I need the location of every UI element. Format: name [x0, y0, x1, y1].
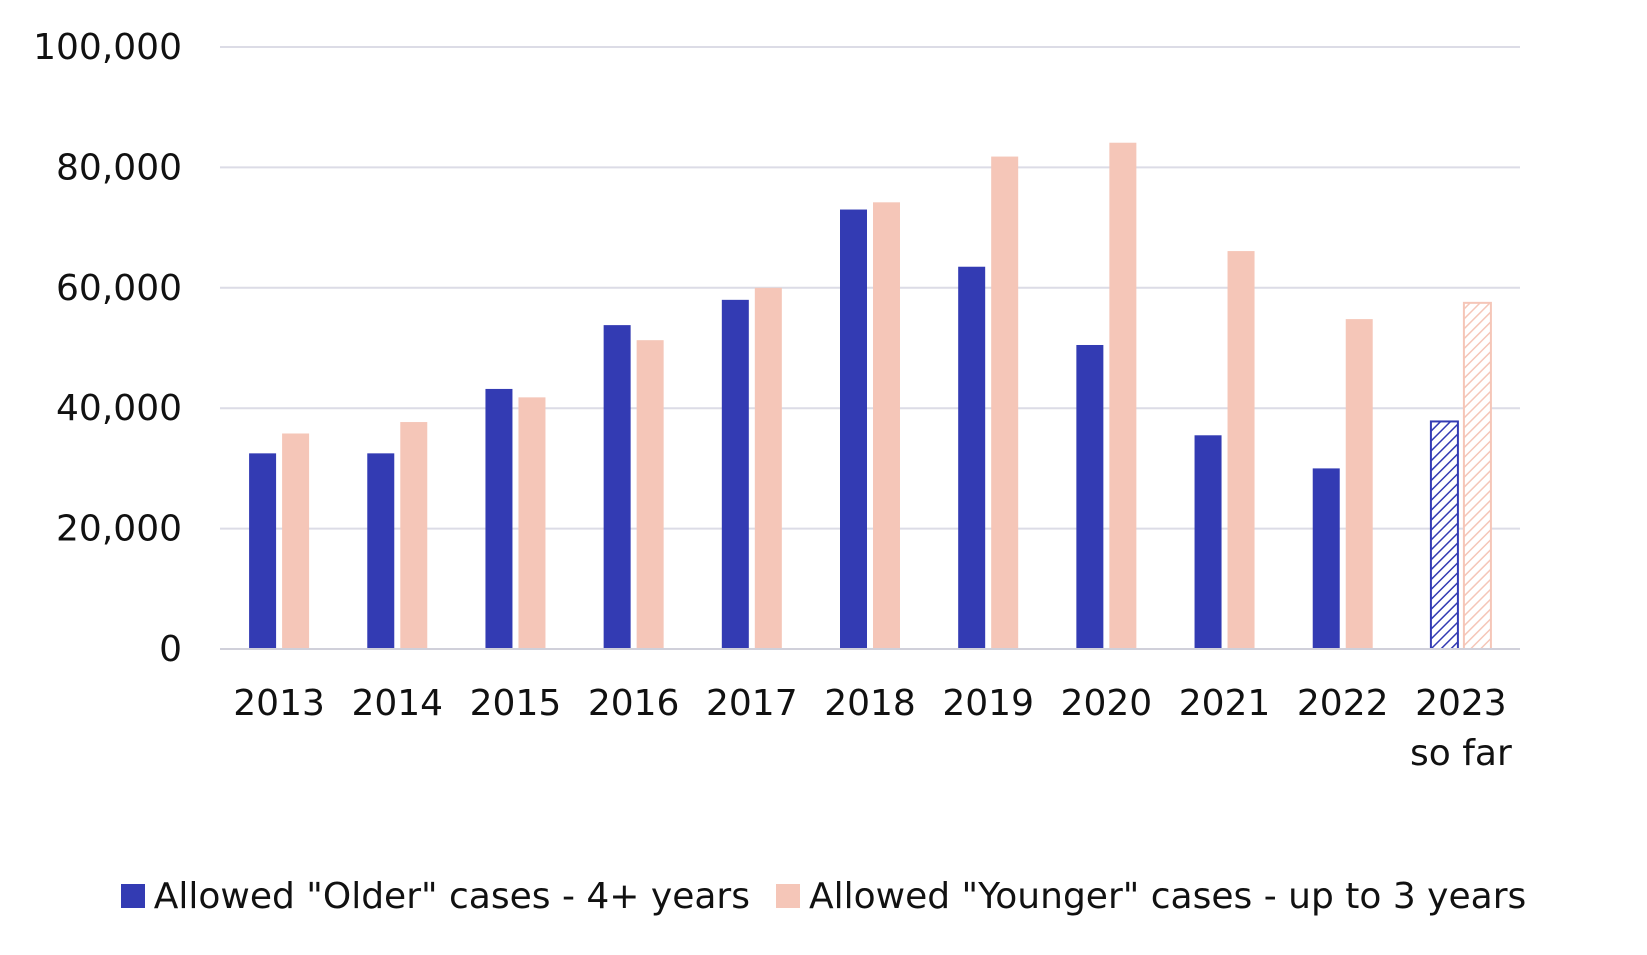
- legend-swatch-older: [120, 884, 145, 908]
- bar-younger-2013: [282, 433, 310, 649]
- x-axis-ticks: 2013 2014 2015 2016 2017 2018 2019 2020 2021 2022…: [233, 683, 1512, 774]
- x-tick-label: 2020: [1061, 683, 1153, 724]
- x-tick-label: 2022: [1297, 683, 1389, 724]
- bar-older-2017: [721, 299, 749, 649]
- bar-older-2023: [1429, 420, 1459, 650]
- bar-younger-2017: [754, 287, 782, 649]
- y-tick-label: 80,000: [56, 147, 182, 188]
- y-tick-label: 40,000: [56, 388, 182, 429]
- bar-younger-2016: [636, 340, 664, 649]
- y-axis-ticks: 0 20,000 40,000 60,000 80,000 100,000: [33, 27, 182, 670]
- bar-older-2020: [1076, 344, 1104, 649]
- gridlines: [220, 46, 1520, 530]
- legend-swatch-younger: [775, 884, 800, 908]
- x-tick-label: 2015: [470, 683, 562, 724]
- bar-older-2018: [840, 209, 867, 650]
- bar-younger-2018: [873, 202, 900, 650]
- bar-older-2022: [1312, 468, 1340, 649]
- bar-younger-2015: [518, 397, 546, 649]
- x-tick-label: 2021: [1179, 683, 1271, 724]
- bar-younger-2020: [1109, 142, 1137, 649]
- x-tick-label: 2019: [942, 683, 1034, 724]
- x-tick-label: 2013: [233, 683, 325, 724]
- x-tick-label: 2014: [351, 683, 443, 724]
- x-tick-label: 2018: [824, 683, 916, 724]
- bar-older-2019: [958, 266, 986, 649]
- bar-older-2014: [367, 453, 395, 649]
- x-tick-label: 2016: [588, 683, 680, 724]
- bar-younger-2019: [991, 156, 1019, 649]
- bar-older-2016: [603, 325, 631, 649]
- x-tick-label: 2017: [706, 683, 798, 724]
- y-tick-label: 100,000: [33, 27, 182, 68]
- legend-item-older: Allowed "Older" cases - 4+ years: [120, 875, 750, 917]
- bar-younger-2021: [1227, 251, 1255, 649]
- legend-label-younger: Allowed "Younger" cases - up to 3 years: [808, 875, 1527, 917]
- bar-younger-2022: [1345, 319, 1373, 649]
- bars: [249, 142, 1492, 650]
- y-tick-label: 60,000: [56, 268, 182, 309]
- legend-item-younger: Allowed "Younger" cases - up to 3 years: [775, 875, 1527, 917]
- bar-younger-2014: [400, 422, 428, 649]
- y-tick-label: 20,000: [56, 509, 182, 550]
- bar-older-2015: [485, 388, 513, 649]
- legend-label-older: Allowed "Older" cases - 4+ years: [153, 875, 750, 917]
- bar-older-2013: [249, 453, 277, 649]
- x-tick-label: 2023 so far: [1410, 683, 1512, 774]
- bar-older-2021: [1194, 435, 1222, 649]
- bar-younger-2023: [1462, 301, 1492, 650]
- y-tick-label: 0: [159, 629, 182, 670]
- legend: Allowed "Older" cases - 4+ years Allowed…: [0, 868, 1647, 924]
